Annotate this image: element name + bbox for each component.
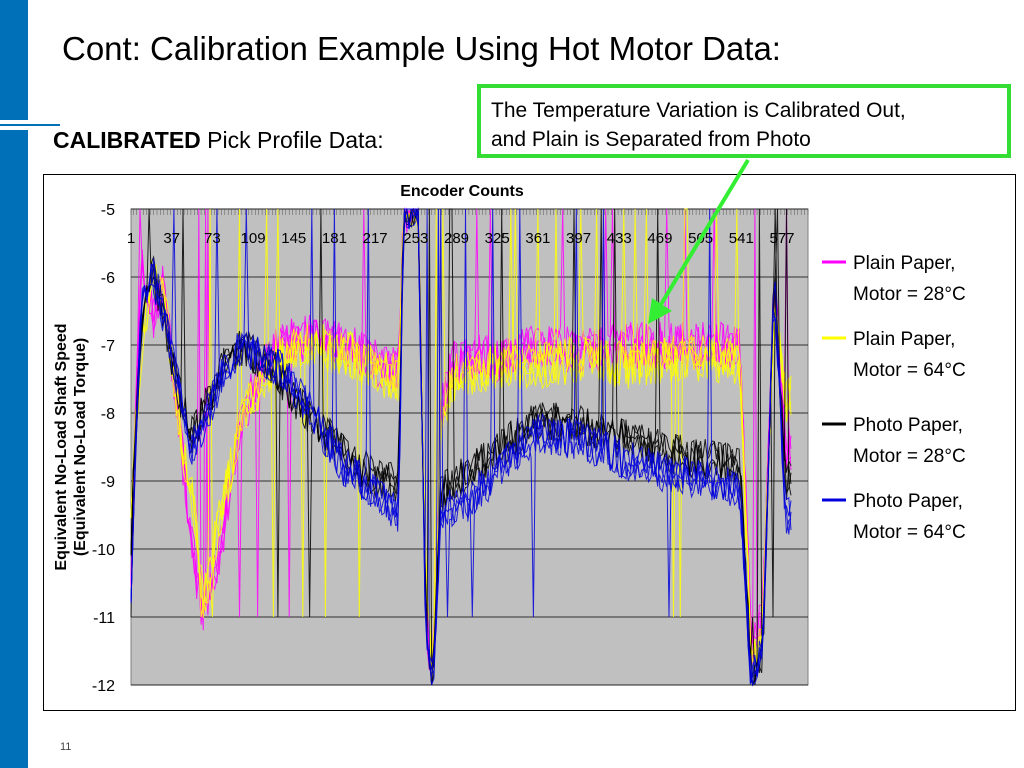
- legend-label: Motor = 64°C: [853, 360, 966, 381]
- series-line: [130, 208, 792, 684]
- accent-bar-top: [0, 0, 28, 120]
- callout-line-1: The Temperature Variation is Calibrated …: [491, 99, 906, 122]
- callout-arrow: [658, 158, 750, 308]
- y-tick-label: -7: [101, 338, 115, 355]
- x-tick-label: 541: [729, 230, 754, 247]
- x-tick-label: 469: [647, 230, 672, 247]
- series-line: [130, 208, 792, 680]
- page-number: 11: [60, 741, 72, 753]
- callout-box: The Temperature Variation is Calibrated …: [477, 84, 1011, 158]
- x-tick-label: 361: [525, 230, 550, 247]
- x-axis-minor-ticks: [130, 209, 809, 215]
- callout-line-2: and Plain is Separated from Photo: [491, 128, 811, 151]
- legend-label: Photo Paper,: [853, 491, 963, 512]
- x-tick-label: 1: [127, 230, 135, 247]
- legend-label: Motor = 28°C: [853, 284, 966, 305]
- subtitle: CALIBRATED Pick Profile Data:: [53, 127, 384, 154]
- series-line: [130, 208, 792, 686]
- accent-bar-bottom: [0, 130, 28, 768]
- legend-label: Photo Paper,: [853, 415, 963, 436]
- x-tick-label: 289: [444, 230, 469, 247]
- y-tick-label: -5: [101, 202, 115, 219]
- series-line: [130, 208, 792, 668]
- y-axis-label: (Equivalent No-Load Torque): [72, 338, 89, 556]
- legend-label: Motor = 28°C: [853, 446, 966, 467]
- x-tick-label: 145: [281, 230, 306, 247]
- series-line: [130, 208, 792, 684]
- subtitle-bold: CALIBRATED: [53, 127, 201, 153]
- y-tick-label: -11: [93, 610, 115, 627]
- x-tick-label: 217: [363, 230, 388, 247]
- y-tick-label: -10: [92, 542, 115, 559]
- legend-label: Plain Paper,: [853, 253, 955, 274]
- subtitle-rest: Pick Profile Data:: [200, 127, 384, 153]
- x-tick-label: 73: [204, 230, 221, 247]
- chart-title: Encoder Counts: [400, 183, 524, 200]
- y-tick-label: -9: [101, 474, 115, 491]
- chart-frame: [43, 174, 1016, 711]
- x-tick-label: 37: [163, 230, 180, 247]
- y-axis-label: Equivalent No-Load Shaft Speed: [53, 323, 70, 570]
- x-tick-label: 433: [607, 230, 632, 247]
- x-tick-label: 253: [403, 230, 428, 247]
- x-tick-label: 577: [769, 230, 794, 247]
- y-tick-label: -8: [101, 406, 115, 423]
- slide-title: Cont: Calibration Example Using Hot Moto…: [62, 30, 781, 67]
- x-tick-label: 109: [241, 230, 266, 247]
- y-tick-label: -6: [101, 270, 115, 287]
- legend-label: Motor = 64°C: [853, 522, 966, 543]
- series-line: [130, 208, 792, 686]
- x-tick-label: 181: [322, 230, 347, 247]
- x-tick-label: 325: [485, 230, 510, 247]
- x-tick-label: 397: [566, 230, 591, 247]
- y-tick-label: -12: [92, 678, 115, 695]
- accent-rule: [0, 124, 60, 126]
- callout-arrowhead: [648, 298, 672, 324]
- legend-label: Plain Paper,: [853, 329, 955, 350]
